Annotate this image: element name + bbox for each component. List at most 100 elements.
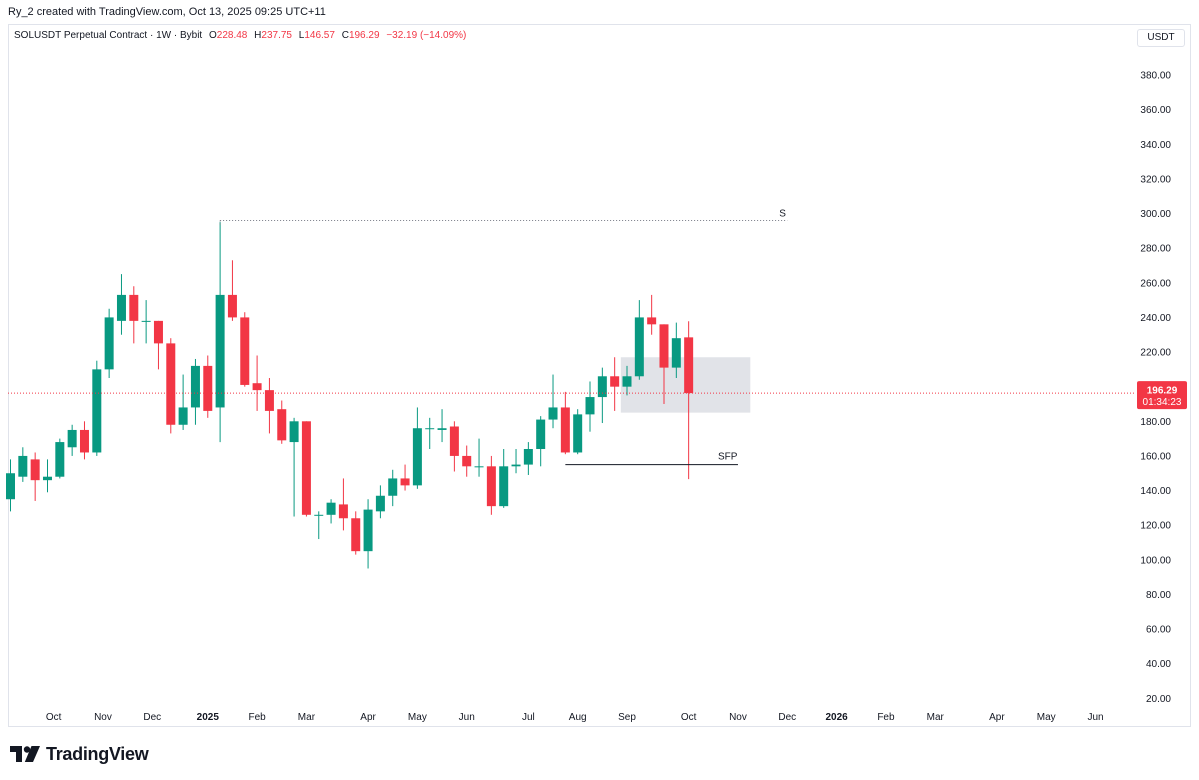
candle-body [499, 466, 509, 507]
y-tick-label: 140.00 [1140, 486, 1171, 497]
candle-27 [338, 478, 348, 531]
candle-13 [166, 338, 176, 434]
tradingview-logo: TradingView [10, 744, 149, 764]
x-tick-label: Feb [248, 712, 266, 723]
candles-layer [6, 222, 694, 569]
y-tick-label: 220.00 [1140, 348, 1171, 359]
candle-body [363, 509, 373, 552]
x-tick-label: Oct [46, 712, 62, 723]
candle-body [301, 421, 311, 515]
candle-body [659, 324, 669, 368]
candle-body [647, 317, 657, 325]
candle-33 [412, 407, 422, 489]
candle-36 [449, 421, 459, 472]
candle-body [437, 428, 447, 430]
last-price-value: 196.29 [1147, 386, 1178, 397]
y-tick-label: 100.00 [1140, 555, 1171, 566]
candle-16 [203, 355, 213, 418]
open-value: 228.48 [216, 30, 248, 41]
y-tick-label: 180.00 [1140, 417, 1171, 428]
candle-35 [437, 409, 447, 443]
candle-body [129, 294, 139, 321]
candle-45 [560, 391, 570, 455]
price-axis[interactable]: 380.00 360.00 340.00 320.00 300.00 280.00 260.… [1140, 71, 1171, 705]
candle-body [548, 407, 558, 420]
y-tick-label: 320.00 [1140, 174, 1171, 185]
candle-17 [215, 222, 225, 443]
candle-42 [523, 442, 533, 475]
y-tick-label: 80.00 [1146, 590, 1171, 601]
candle-body [400, 478, 410, 486]
candle-31 [388, 469, 398, 507]
time-axis[interactable]: Oct Nov Dec 2025 Feb Mar Apr May Jun Jul Aug Sep Oct… [46, 712, 1104, 723]
candle-body [511, 464, 521, 467]
candle-12 [153, 320, 163, 370]
candle-53 [659, 324, 669, 404]
candle-body [486, 466, 496, 507]
candle-body [536, 419, 546, 450]
candle-body [573, 414, 583, 453]
candle-body [6, 473, 15, 500]
candle-body [585, 397, 595, 415]
candle-body [55, 442, 65, 477]
candle-body [190, 365, 200, 408]
candle-body [277, 409, 287, 441]
candle-body [166, 343, 176, 425]
y-tick-label: 120.00 [1140, 521, 1171, 532]
candle-18 [227, 260, 237, 321]
y-tick-label: 380.00 [1140, 71, 1171, 82]
candle-41 [511, 449, 521, 474]
close-key: C [341, 30, 349, 41]
candle-2 [30, 452, 40, 501]
y-tick-label: 360.00 [1140, 105, 1171, 116]
candle-24 [301, 421, 311, 517]
x-tick-label: Dec [778, 712, 796, 723]
candle-37 [462, 445, 472, 477]
candle-25 [314, 511, 324, 540]
candle-1 [18, 447, 28, 482]
x-tick-label: May [408, 712, 427, 723]
candle-body [203, 365, 213, 411]
candle-body [92, 369, 102, 453]
low-key: L [298, 30, 305, 41]
candle-46 [573, 409, 583, 455]
candle-4 [55, 438, 65, 479]
candle-body [141, 320, 151, 322]
currency-button[interactable]: USDT [1137, 29, 1185, 47]
candle-38 [474, 438, 484, 477]
candle-22 [277, 400, 287, 444]
symbol-legend: SOLUSDT Perpetual Contract · 1W · Bybit … [14, 30, 466, 41]
candle-body [560, 407, 570, 453]
candle-39 [486, 455, 496, 515]
x-tick-label: Apr [360, 712, 376, 723]
candle-32 [400, 464, 410, 491]
x-tick-label: Apr [989, 712, 1005, 723]
y-tick-label: 340.00 [1140, 140, 1171, 151]
x-tick-label: Nov [94, 712, 112, 723]
candle-19 [240, 312, 250, 387]
candle-body [30, 459, 40, 481]
candle-50 [622, 365, 632, 396]
bar-countdown: 01:34:23 [1143, 397, 1182, 408]
candle-body [351, 518, 361, 552]
y-tick-label: 20.00 [1146, 694, 1171, 705]
x-tick-label: Nov [729, 712, 747, 723]
x-tick-label: Jun [459, 712, 475, 723]
candle-55 [684, 321, 694, 480]
last-price-badge [1137, 381, 1187, 410]
candle-body [684, 337, 694, 394]
candle-body [252, 383, 262, 391]
candle-body [523, 449, 533, 465]
y-tick-label: 40.00 [1146, 659, 1171, 670]
candle-30 [375, 485, 385, 519]
x-tick-label: Aug [569, 712, 587, 723]
high-key: H [254, 30, 262, 41]
candle-body [388, 478, 398, 496]
candle-15 [190, 358, 200, 425]
x-tick-label: Feb [877, 712, 895, 723]
y-tick-label: 60.00 [1146, 625, 1171, 636]
candle-14 [178, 374, 188, 430]
x-tick-label: 2026 [825, 712, 848, 723]
candle-body [314, 514, 324, 516]
